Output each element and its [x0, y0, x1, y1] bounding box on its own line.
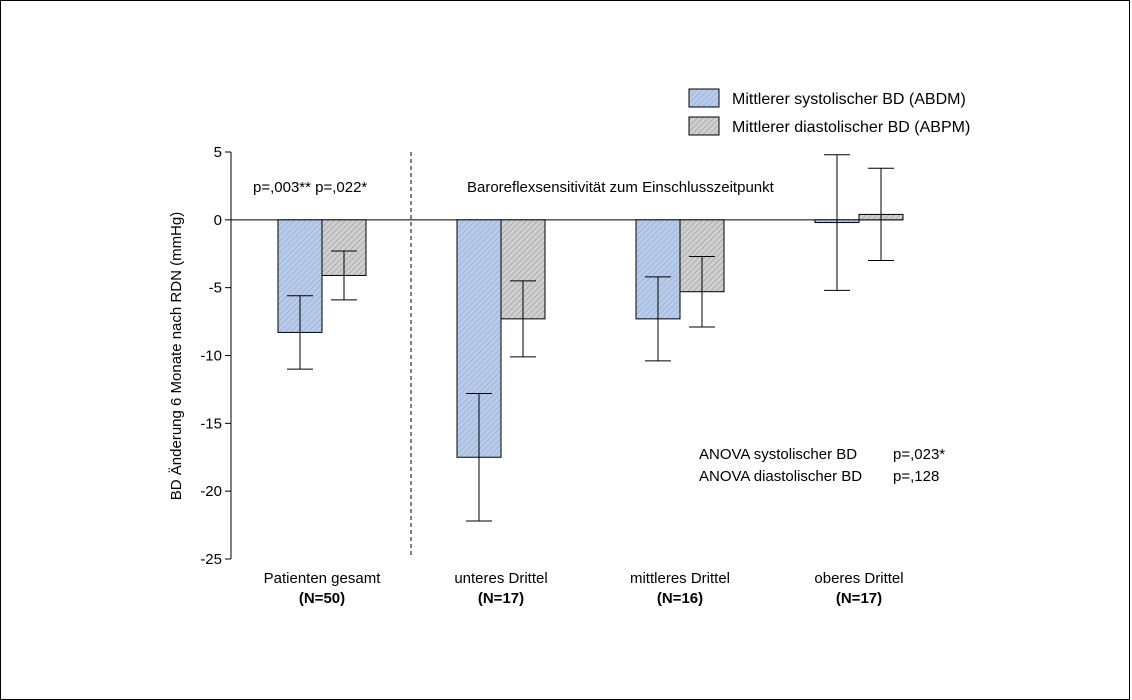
x-category-label: mittleres Drittel [630, 570, 730, 587]
y-axis-label: BD Änderung 6 Monate nach RDN (mmHg) [168, 212, 185, 500]
p-value-total: p=,003** p=,022* [253, 179, 367, 196]
bars [277, 213, 904, 458]
y-tick-label: -25 [200, 551, 222, 568]
y-tick-label: -15 [200, 415, 222, 432]
y-tick-label: -10 [200, 348, 222, 365]
x-category-n: (N=17) [478, 590, 524, 607]
group-title: Baroreflexsensitivität zum Einschlusszei… [467, 179, 775, 196]
y-tick-label: -20 [200, 483, 222, 500]
x-axis-labels: Patienten gesamt (N=50) unteres Drittel (N=… [264, 570, 904, 607]
legend-label-diastolic: Mittlerer diastolischer BD (ABPM) [732, 119, 970, 136]
anova-diastolic-p: p=,128 [893, 468, 939, 485]
x-category-label: oberes Drittel [814, 570, 903, 587]
x-category-label: unteres Drittel [454, 570, 547, 587]
y-tick-label: -5 [209, 280, 222, 297]
y-axis: 5 0 -5 -10 -15 -20 -25 [200, 144, 232, 568]
x-category-label: Patienten gesamt [264, 570, 382, 587]
anova-diastolic-label: ANOVA diastolischer BD [699, 468, 862, 485]
legend: Mittlerer systolischer BD (ABDM) Mittler… [688, 88, 970, 136]
y-tick-label: 0 [214, 212, 222, 229]
legend-swatch-systolic [688, 88, 720, 108]
x-category-n: (N=16) [657, 590, 703, 607]
legend-label-systolic: Mittlerer systolischer BD (ABDM) [732, 91, 966, 108]
anova-systolic-p: p=,023* [893, 446, 945, 463]
x-category-n: (N=17) [836, 590, 882, 607]
error-bars [287, 154, 894, 522]
bar-chart: Mittlerer systolischer BD (ABDM) Mittler… [168, 88, 970, 607]
legend-swatch-diastolic [688, 116, 720, 136]
anova-systolic-label: ANOVA systolischer BD [699, 446, 857, 463]
x-category-n: (N=50) [299, 590, 345, 607]
y-tick-label: 5 [214, 144, 222, 161]
